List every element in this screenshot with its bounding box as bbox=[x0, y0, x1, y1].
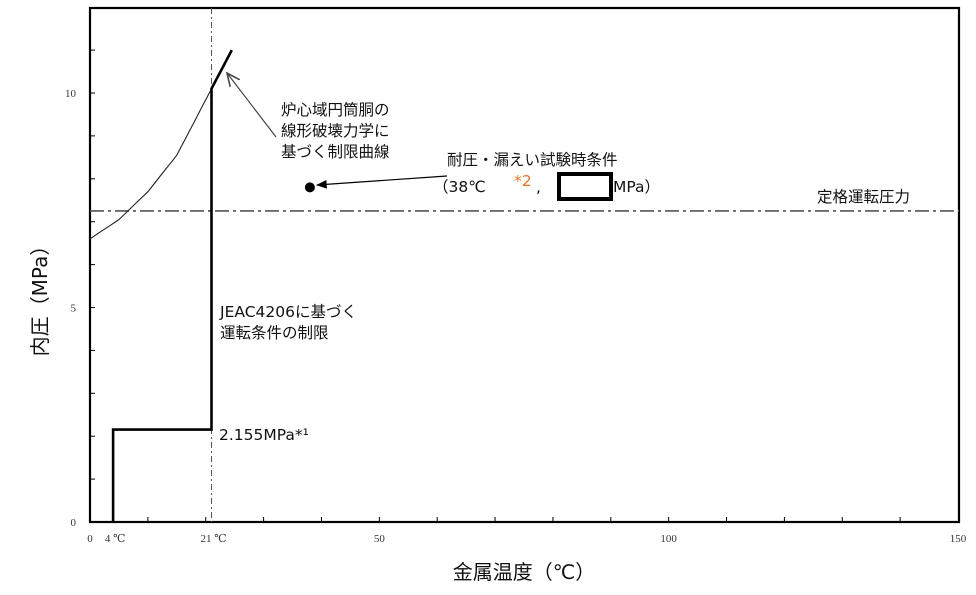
test-condition-temperature: （38℃ bbox=[433, 178, 486, 196]
y-tick-label: 5 bbox=[71, 303, 77, 315]
test-condition-unit: MPa） bbox=[613, 178, 660, 196]
y-axis-ticks: 0 5 10 bbox=[65, 49, 95, 529]
test-condition-arrow bbox=[315, 175, 448, 189]
x-axis-ticks: 0 50 100 150 4 ℃ 21 ℃ bbox=[87, 517, 967, 545]
jeac-operating-limit-line bbox=[111, 49, 233, 522]
y-axis-label: 内圧（MPa） bbox=[28, 236, 52, 357]
limit-curve-arrow bbox=[227, 73, 277, 138]
x-axis-label: 金属温度（℃） bbox=[453, 560, 595, 584]
y-tick-label: 0 bbox=[71, 517, 77, 529]
jeac-label-2: 運転条件の制限 bbox=[220, 324, 329, 342]
x-extra-tick-label: 21 ℃ bbox=[200, 533, 226, 545]
x-tick-label: 150 bbox=[950, 533, 967, 545]
x-tick-label: 0 bbox=[87, 533, 93, 545]
masked-pressure-box bbox=[557, 172, 613, 201]
plot-frame bbox=[88, 6, 961, 524]
x-extra-tick-label: 4 ℃ bbox=[105, 533, 126, 545]
jeac-label-1: JEAC4206に基づく bbox=[219, 303, 357, 321]
limit-curve-label-2: 線形破壊力学に bbox=[281, 122, 390, 140]
rated-pressure-label: 定格運転圧力 bbox=[817, 188, 910, 206]
test-condition-note-mark: *2 bbox=[514, 172, 532, 190]
test-condition-point bbox=[304, 182, 315, 193]
step-pressure-label: 2.155MPa*¹ bbox=[219, 426, 309, 444]
y-tick-label: 10 bbox=[65, 88, 77, 100]
x-tick-label: 100 bbox=[660, 533, 677, 545]
limit-curve-label-3: 基づく制限曲線 bbox=[281, 143, 390, 161]
x-tick-label: 50 bbox=[374, 533, 386, 545]
test-condition-label: 耐圧・漏えい試験時条件 bbox=[447, 151, 618, 169]
limit-curve-label-1: 炉心域円筒胴の bbox=[281, 101, 390, 119]
test-condition-comma: , bbox=[536, 178, 541, 196]
